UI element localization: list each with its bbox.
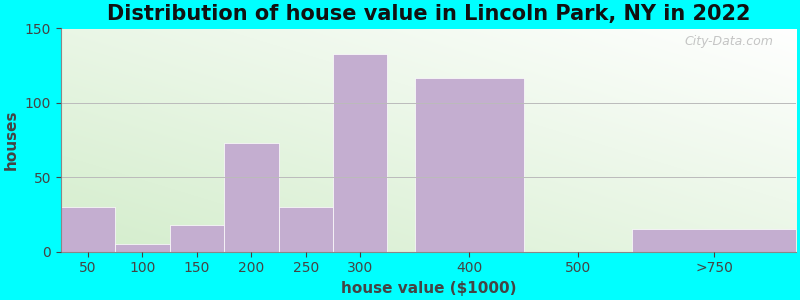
Bar: [115, 244, 170, 252]
Bar: [633, 229, 796, 252]
Bar: [333, 54, 387, 252]
Bar: [278, 207, 333, 252]
Bar: [61, 207, 115, 252]
Y-axis label: houses: houses: [4, 110, 19, 170]
Bar: [170, 225, 224, 252]
Bar: [224, 143, 278, 252]
Title: Distribution of house value in Lincoln Park, NY in 2022: Distribution of house value in Lincoln P…: [106, 4, 750, 24]
Bar: [414, 78, 524, 252]
X-axis label: house value ($1000): house value ($1000): [341, 281, 516, 296]
Text: City-Data.com: City-Data.com: [685, 35, 774, 48]
